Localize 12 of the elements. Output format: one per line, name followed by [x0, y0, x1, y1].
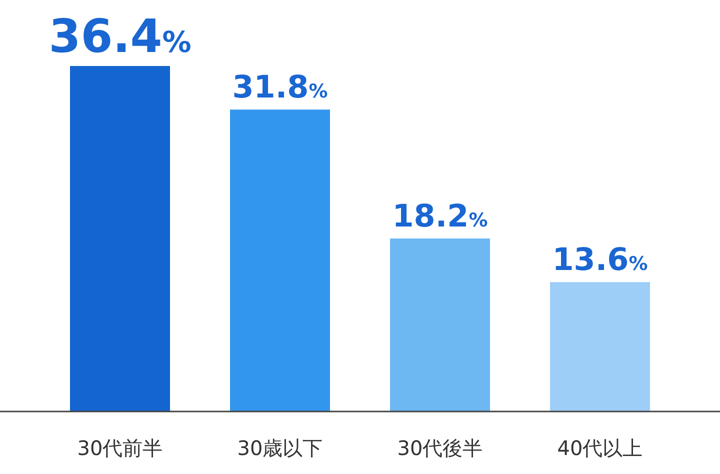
x-tick-label: 30代後半 — [397, 436, 483, 460]
x-tick-label: 30歳以下 — [237, 436, 323, 460]
data-label: 18.2% — [392, 198, 488, 234]
bar — [550, 282, 650, 411]
bar — [70, 66, 170, 411]
bar — [230, 110, 330, 411]
x-tick-label: 40代以上 — [557, 436, 643, 460]
x-tick-label: 30代前半 — [77, 436, 163, 460]
data-label: 31.8% — [232, 70, 328, 106]
data-label: 36.4% — [48, 9, 192, 63]
bar — [390, 238, 490, 411]
data-label: 13.6% — [552, 242, 648, 278]
